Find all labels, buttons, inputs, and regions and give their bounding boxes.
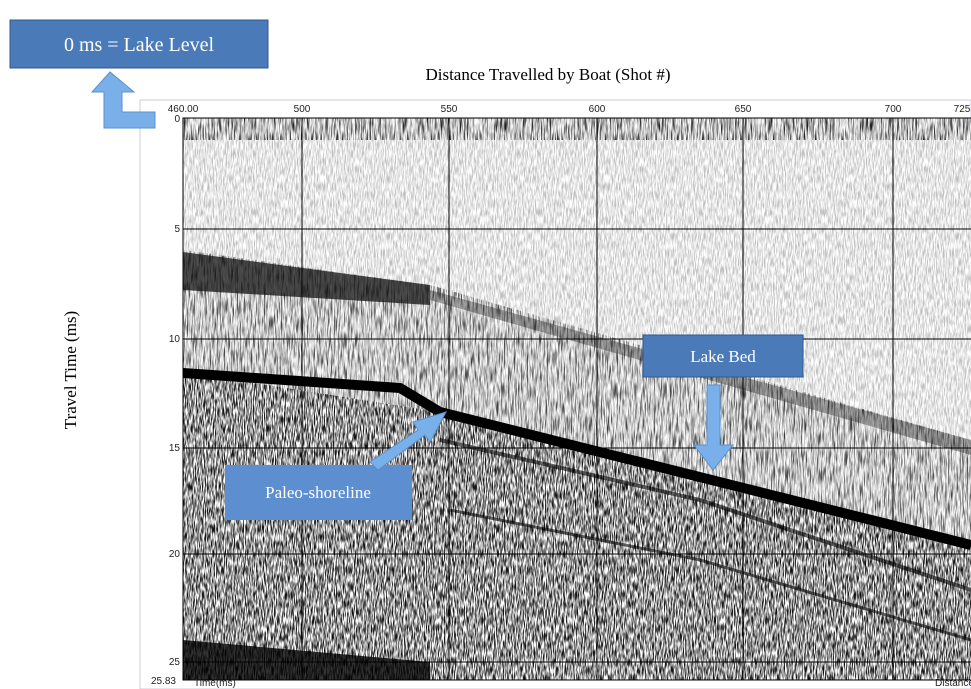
y-corner-label: Time(ms): [194, 678, 236, 689]
y-tick-label: 0: [174, 114, 180, 125]
x-tick-label: 650: [735, 104, 752, 115]
y-tick-label: 25: [169, 657, 181, 668]
y-tick-label: 20: [169, 549, 181, 560]
seismic-section: [183, 118, 971, 680]
x-tick-label: 725: [954, 104, 971, 115]
x-tick-label: 600: [589, 104, 606, 115]
y-tick-label: 25.83: [151, 676, 176, 687]
x-tick-label: 700: [885, 104, 902, 115]
y-tick-label: 5: [174, 224, 180, 235]
x-tick-label: 550: [441, 104, 458, 115]
x-tick-label: 460.00: [168, 104, 199, 115]
y-axis-title: Travel Time (ms): [61, 311, 80, 429]
lake-level-label: 0 ms = Lake Level: [64, 34, 215, 56]
paleo-shoreline-label: Paleo-shoreline: [265, 483, 371, 502]
y-tick-label: 15: [169, 443, 181, 454]
lake-bed-label: Lake Bed: [690, 347, 756, 366]
x-axis-title: Distance Travelled by Boat (Shot #): [425, 65, 670, 84]
figure: 460.00500550600650700725051015202525.83 …: [0, 0, 971, 689]
x-tick-label: 500: [294, 104, 311, 115]
y-tick-label: 10: [169, 334, 181, 345]
x-corner-label: Distance: [935, 678, 971, 689]
